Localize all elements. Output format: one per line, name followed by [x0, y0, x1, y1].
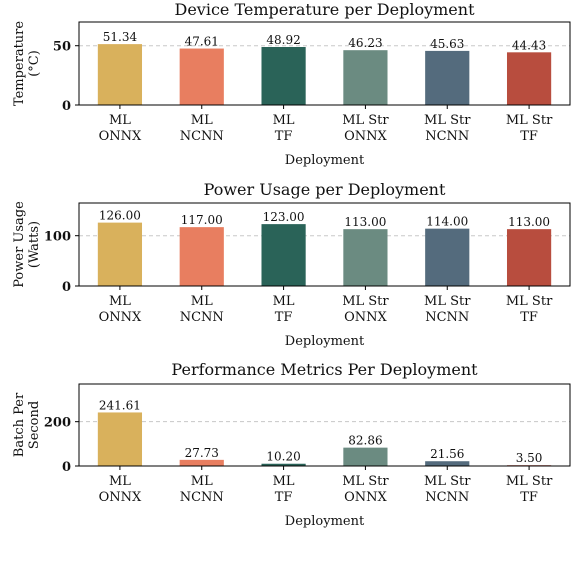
panel-2: Power Usage per Deployment0100126.00MLON…: [12, 180, 571, 349]
y-tick-label: 100: [44, 230, 71, 245]
y-tick-label: 0: [62, 460, 71, 475]
data-label: 47.61: [185, 35, 219, 49]
data-label: 46.23: [348, 36, 382, 50]
x-tick-label: ONNX: [344, 490, 387, 505]
x-axis-label: Deployment: [285, 153, 365, 168]
x-axis-label: Deployment: [285, 514, 365, 529]
x-tick-label: NCNN: [425, 490, 469, 505]
data-label: 27.73: [185, 446, 219, 460]
y-axis-label: Batch PerSecond: [12, 392, 42, 457]
bar: [425, 50, 470, 105]
x-tick-label: ML Str: [506, 113, 553, 128]
chart-title: Performance Metrics Per Deployment: [171, 360, 478, 379]
x-tick-label: ML: [273, 113, 295, 128]
data-label: 114.00: [426, 215, 468, 229]
bar: [97, 222, 143, 286]
data-label: 126.00: [99, 209, 141, 223]
bar: [425, 228, 470, 286]
bar: [425, 461, 470, 466]
x-tick-label: ML: [191, 113, 213, 128]
y-tick-label: 50: [53, 40, 71, 55]
x-tick-label: ML Str: [506, 474, 553, 489]
x-tick-label: ML: [273, 474, 295, 489]
x-tick-label: ONNX: [99, 310, 142, 325]
x-tick-label: ML Str: [424, 474, 471, 489]
x-tick-label: ML Str: [342, 113, 389, 128]
bar: [343, 229, 388, 286]
y-tick-label: 0: [62, 280, 71, 295]
x-tick-label: ML: [191, 474, 213, 489]
x-tick-label: TF: [520, 129, 538, 144]
bar: [179, 48, 224, 105]
bar: [179, 459, 224, 466]
panel-3: Performance Metrics Per Deployment 0 200 24…: [12, 360, 571, 529]
x-tick-label: ML: [109, 294, 131, 309]
plot-frame: [78, 21, 571, 106]
x-axis-label: Deployment: [285, 334, 365, 349]
bar: [261, 224, 306, 286]
data-label: 117.00: [181, 213, 223, 227]
data-label: 241.61: [99, 398, 141, 412]
data-label: 123.00: [263, 210, 305, 224]
x-tick-label: ONNX: [99, 129, 142, 144]
data-label: 82.86: [348, 434, 382, 448]
data-label: 113.00: [344, 215, 386, 229]
x-tick-label: ML: [273, 294, 295, 309]
x-tick-label: NCNN: [180, 490, 224, 505]
y-tick-label: 200: [44, 416, 71, 431]
data-label: 45.63: [430, 37, 464, 51]
bar: [506, 229, 552, 286]
x-tick-label: TF: [520, 490, 538, 505]
bar: [343, 50, 388, 105]
x-tick-label: NCNN: [180, 129, 224, 144]
chart-title: Power Usage per Deployment: [204, 180, 446, 199]
x-tick-label: ONNX: [344, 129, 387, 144]
x-tick-label: ONNX: [99, 490, 142, 505]
x-tick-label: TF: [275, 310, 293, 325]
data-label: 51.34: [103, 30, 138, 44]
x-tick-label: ML Str: [342, 294, 389, 309]
y-axis-label: Temperature(°C): [12, 21, 42, 106]
x-tick-label: ML: [109, 474, 131, 489]
bar: [261, 463, 306, 466]
x-tick-label: NCNN: [425, 310, 469, 325]
x-tick-label: TF: [275, 129, 293, 144]
bar: [179, 227, 224, 286]
data-label: 48.92: [266, 33, 300, 47]
x-tick-label: ML Str: [424, 113, 471, 128]
x-tick-label: NCNN: [425, 129, 469, 144]
x-tick-label: TF: [275, 490, 293, 505]
chart-title: Device Temperature per Deployment: [174, 0, 475, 19]
x-tick-label: ML Str: [424, 294, 471, 309]
x-tick-label: ONNX: [344, 310, 387, 325]
x-tick-label: NCNN: [180, 310, 224, 325]
y-tick-label: 0: [62, 99, 71, 114]
x-tick-label: ML Str: [342, 474, 389, 489]
x-tick-label: ML Str: [506, 294, 553, 309]
data-label: 3.50: [516, 451, 543, 465]
bar: [506, 52, 552, 105]
bar: [97, 44, 143, 105]
x-tick-label: ML: [109, 113, 131, 128]
y-axis-label: Power Usage(Watts): [12, 201, 42, 288]
data-label: 10.20: [266, 450, 300, 464]
bar: [97, 412, 143, 466]
data-label: 113.00: [508, 215, 550, 229]
bar: [343, 447, 388, 466]
plot-frame: [78, 383, 571, 467]
data-label: 21.56: [430, 447, 464, 461]
x-tick-label: ML: [191, 294, 213, 309]
x-tick-label: TF: [520, 310, 538, 325]
data-label: 44.43: [512, 38, 546, 52]
plot-frame: [78, 202, 571, 287]
bar: [261, 46, 306, 105]
panel-1: Device Temperature per Deployment 0 50 51.3…: [12, 0, 571, 168]
